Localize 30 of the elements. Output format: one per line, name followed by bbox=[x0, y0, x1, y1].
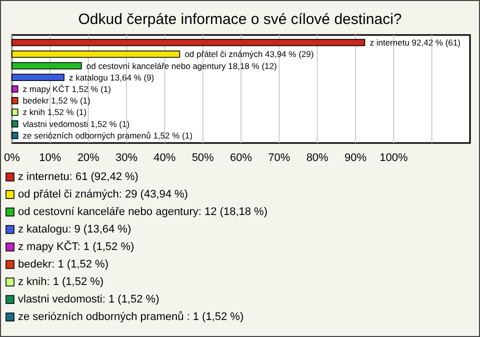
x-tick-label: 90% bbox=[344, 152, 367, 164]
x-tick-label: 0% bbox=[4, 152, 20, 164]
text: vlastni vedomosti: 1 (1,52 %) bbox=[18, 294, 160, 306]
text: ze seriózních odborných pramenů : 1 (1,52 %) bbox=[18, 311, 244, 323]
text: bedekr: 1 (1,52 %) bbox=[18, 258, 108, 270]
x-tick-label: 50% bbox=[192, 152, 214, 164]
text: z katalogu: 9 (13,64 %) bbox=[18, 224, 132, 236]
x-tick-label: 20% bbox=[77, 152, 100, 164]
data-label: z mapy KČT 1,52 % (1) bbox=[22, 84, 112, 94]
data-label: z knih 1,52 % (1) bbox=[22, 107, 87, 118]
data-label: z katalogu 13,64 % (9) bbox=[69, 72, 154, 82]
x-tick-label: 100% bbox=[380, 152, 408, 164]
data-label: z internetu 92,42 % (61) bbox=[370, 38, 461, 48]
text: od přátel či známých: 29 (43,94 %) bbox=[18, 188, 188, 200]
data-label: od přátel či známých 43,94 % (29) bbox=[184, 49, 314, 60]
text: z knih: 1 (1,52 %) bbox=[18, 276, 104, 288]
data-label: ze seriózních odborných pramenů 1,52 % (1) bbox=[22, 130, 193, 140]
text: od cestovní kanceláře nebo agentury: 12 (18,18 %) bbox=[18, 206, 268, 218]
text: z mapy KČT: 1 (1,52 %) bbox=[18, 240, 134, 253]
x-tick-label: 40% bbox=[154, 152, 176, 164]
x-tick-label: 60% bbox=[230, 152, 252, 164]
data-label: od cestovní kanceláře nebo agentury 18,18 % (12) bbox=[86, 60, 277, 71]
data-label: vlastni vedomosti 1,52 % (1) bbox=[22, 118, 130, 129]
x-tick-label: 70% bbox=[268, 152, 290, 164]
data-label: bedekr 1,52 % (1) bbox=[22, 96, 91, 106]
x-tick-label: 80% bbox=[306, 152, 329, 164]
x-tick-label: 10% bbox=[39, 152, 62, 164]
text: z internetu: 61 (92,42 %) bbox=[18, 171, 138, 183]
chart-title: Odkud čerpáte informace o své cílové destinaci? bbox=[78, 11, 402, 28]
x-tick-label: 30% bbox=[115, 152, 138, 164]
